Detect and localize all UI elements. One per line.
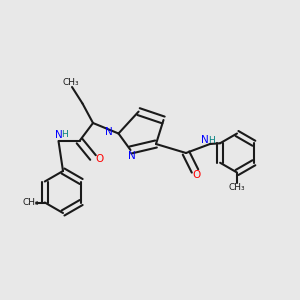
Text: N: N <box>55 130 63 140</box>
Text: CH₃: CH₃ <box>22 198 39 207</box>
Text: O: O <box>95 154 103 164</box>
Text: H: H <box>61 130 68 139</box>
Text: CH₃: CH₃ <box>62 78 79 87</box>
Text: N: N <box>105 127 113 137</box>
Text: N: N <box>128 151 136 161</box>
Text: N: N <box>201 135 208 146</box>
Text: CH₃: CH₃ <box>229 183 245 192</box>
Text: O: O <box>192 169 201 180</box>
Text: H: H <box>208 136 215 145</box>
